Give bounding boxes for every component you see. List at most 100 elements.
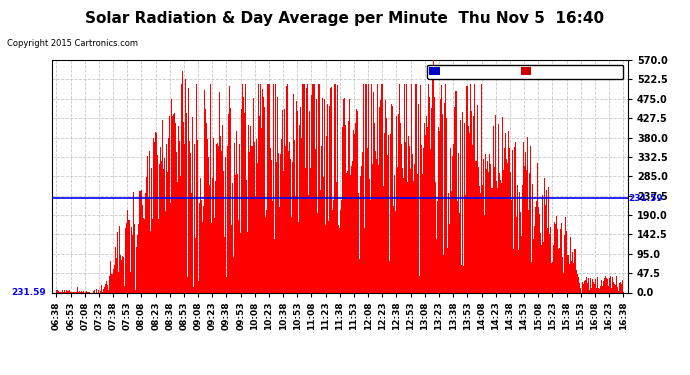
Bar <box>176 152 177 292</box>
Bar <box>366 148 368 292</box>
Bar <box>312 84 313 292</box>
Bar <box>500 180 501 292</box>
Bar <box>521 236 522 292</box>
Bar <box>414 164 415 292</box>
Bar <box>616 276 617 292</box>
Bar <box>518 250 519 292</box>
Bar <box>132 235 133 292</box>
Bar <box>584 281 585 292</box>
Bar <box>220 136 221 292</box>
Bar <box>187 277 188 292</box>
Bar <box>57 290 58 292</box>
Bar <box>263 97 264 292</box>
Bar <box>553 222 555 292</box>
Bar <box>362 152 363 292</box>
Bar <box>507 164 509 292</box>
Bar <box>620 282 621 292</box>
Bar <box>317 84 319 292</box>
Bar <box>482 186 483 292</box>
Bar <box>513 249 514 292</box>
Bar <box>486 160 488 292</box>
Bar <box>442 114 443 292</box>
Bar <box>86 291 87 292</box>
Bar <box>304 84 306 292</box>
Bar <box>535 201 537 292</box>
Bar <box>153 138 155 292</box>
Bar <box>190 153 191 292</box>
Bar <box>166 147 168 292</box>
Bar <box>280 154 281 292</box>
Bar <box>509 148 511 292</box>
Bar <box>360 176 361 292</box>
Bar <box>522 142 524 292</box>
Bar <box>481 84 482 292</box>
Bar <box>475 162 476 292</box>
Bar <box>540 245 542 292</box>
Bar <box>226 277 227 292</box>
Bar <box>594 284 595 292</box>
Bar <box>425 135 426 292</box>
Bar <box>161 160 162 292</box>
Bar <box>332 210 333 292</box>
Bar <box>302 84 304 292</box>
Bar <box>502 117 503 292</box>
Bar <box>137 235 138 292</box>
Bar <box>242 84 243 292</box>
Bar <box>438 258 440 292</box>
Bar <box>274 239 275 292</box>
Bar <box>210 84 211 292</box>
Bar <box>313 84 314 292</box>
Bar <box>495 115 496 292</box>
Bar <box>259 116 260 292</box>
Bar <box>228 114 229 292</box>
Bar <box>417 104 419 292</box>
Bar <box>437 126 439 292</box>
Bar <box>348 99 350 292</box>
Bar <box>561 223 562 292</box>
Bar <box>199 178 201 292</box>
Bar <box>56 290 57 292</box>
Bar <box>353 178 355 292</box>
Bar <box>503 170 504 292</box>
Bar <box>573 255 575 292</box>
Bar <box>410 170 411 292</box>
Bar <box>379 107 380 292</box>
Bar <box>614 284 615 292</box>
Bar <box>411 84 412 292</box>
Bar <box>383 186 384 292</box>
Bar <box>171 99 172 292</box>
Bar <box>474 84 475 292</box>
Bar <box>447 248 448 292</box>
Bar <box>579 283 580 292</box>
Bar <box>384 133 385 292</box>
Bar <box>261 128 262 292</box>
Bar <box>223 171 224 292</box>
Bar <box>604 276 606 292</box>
Bar <box>596 288 598 292</box>
Bar <box>230 225 232 292</box>
Bar <box>214 217 215 292</box>
Bar <box>92 291 94 292</box>
Bar <box>618 291 619 292</box>
Bar <box>569 264 570 292</box>
Bar <box>181 70 183 292</box>
Bar <box>346 173 347 292</box>
Bar <box>491 188 493 292</box>
Bar <box>582 282 583 292</box>
Bar <box>552 262 553 292</box>
Bar <box>108 290 109 292</box>
Bar <box>586 277 587 292</box>
Bar <box>178 126 179 292</box>
Bar <box>352 162 353 292</box>
Bar <box>79 291 81 292</box>
Bar <box>301 138 302 292</box>
Bar <box>465 195 466 292</box>
Bar <box>606 279 607 292</box>
Bar <box>470 84 471 292</box>
Bar <box>388 135 389 292</box>
Bar <box>291 217 292 292</box>
Bar <box>562 257 563 292</box>
Bar <box>215 144 217 292</box>
Bar <box>104 287 105 292</box>
Bar <box>173 114 174 292</box>
